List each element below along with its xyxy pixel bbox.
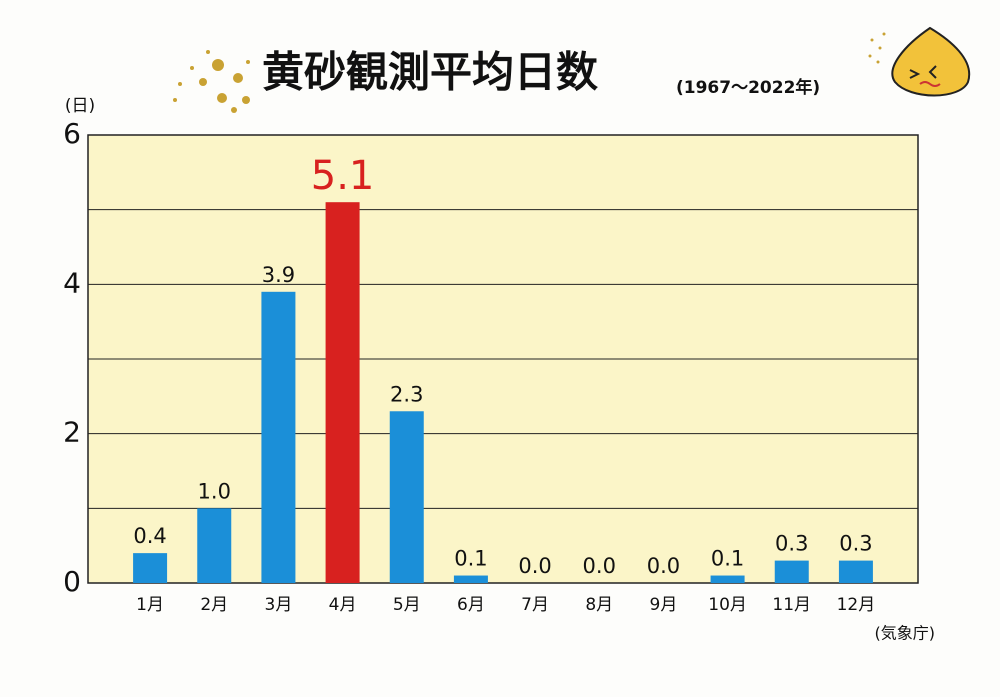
x-tick-label: 4月 [329,595,357,615]
bar [325,202,360,583]
bar [453,575,488,583]
y-axis-unit: (日) [65,96,95,116]
value-label: 0.3 [775,532,808,556]
chart-subtitle: (1967〜2022年) [676,77,820,98]
x-tick-label: 8月 [585,595,613,615]
mascot [868,26,971,97]
x-tick-label: 12月 [837,595,876,615]
bar [710,575,745,583]
x-tick-label: 1月 [136,595,164,615]
bar [389,411,424,583]
value-label: 0.0 [583,554,616,578]
bar [838,560,873,583]
value-label: 5.1 [311,153,375,199]
x-tick-label: 5月 [393,595,421,615]
bar [261,291,296,583]
value-label: 2.3 [390,382,423,406]
x-tick-label: 9月 [650,595,678,615]
value-label: 3.9 [262,263,295,287]
x-tick-label: 6月 [457,595,485,615]
source: (気象庁) [875,624,936,643]
value-label: 0.1 [454,547,487,571]
x-tick-label: 11月 [772,595,811,615]
value-label: 0.3 [839,532,872,556]
bar [133,553,168,583]
x-tick-label: 2月 [200,595,228,615]
value-label: 0.1 [711,547,744,571]
x-tick-label: 3月 [265,595,293,615]
y-tick-label: 0 [63,565,81,598]
x-tick-label: 10月 [708,595,747,615]
y-tick-label: 2 [63,416,81,449]
bar [774,560,809,583]
chart-title: 黄砂観測平均日数 [262,48,598,97]
bar [197,508,232,583]
decoration-dots [173,50,250,113]
value-label: 0.4 [133,524,166,548]
x-tick-label: 7月 [521,595,549,615]
value-label: 0.0 [518,554,551,578]
y-tick-label: 4 [63,266,81,299]
value-label: 1.0 [198,479,231,503]
y-tick-label: 6 [63,117,81,150]
value-label: 0.0 [647,554,680,578]
